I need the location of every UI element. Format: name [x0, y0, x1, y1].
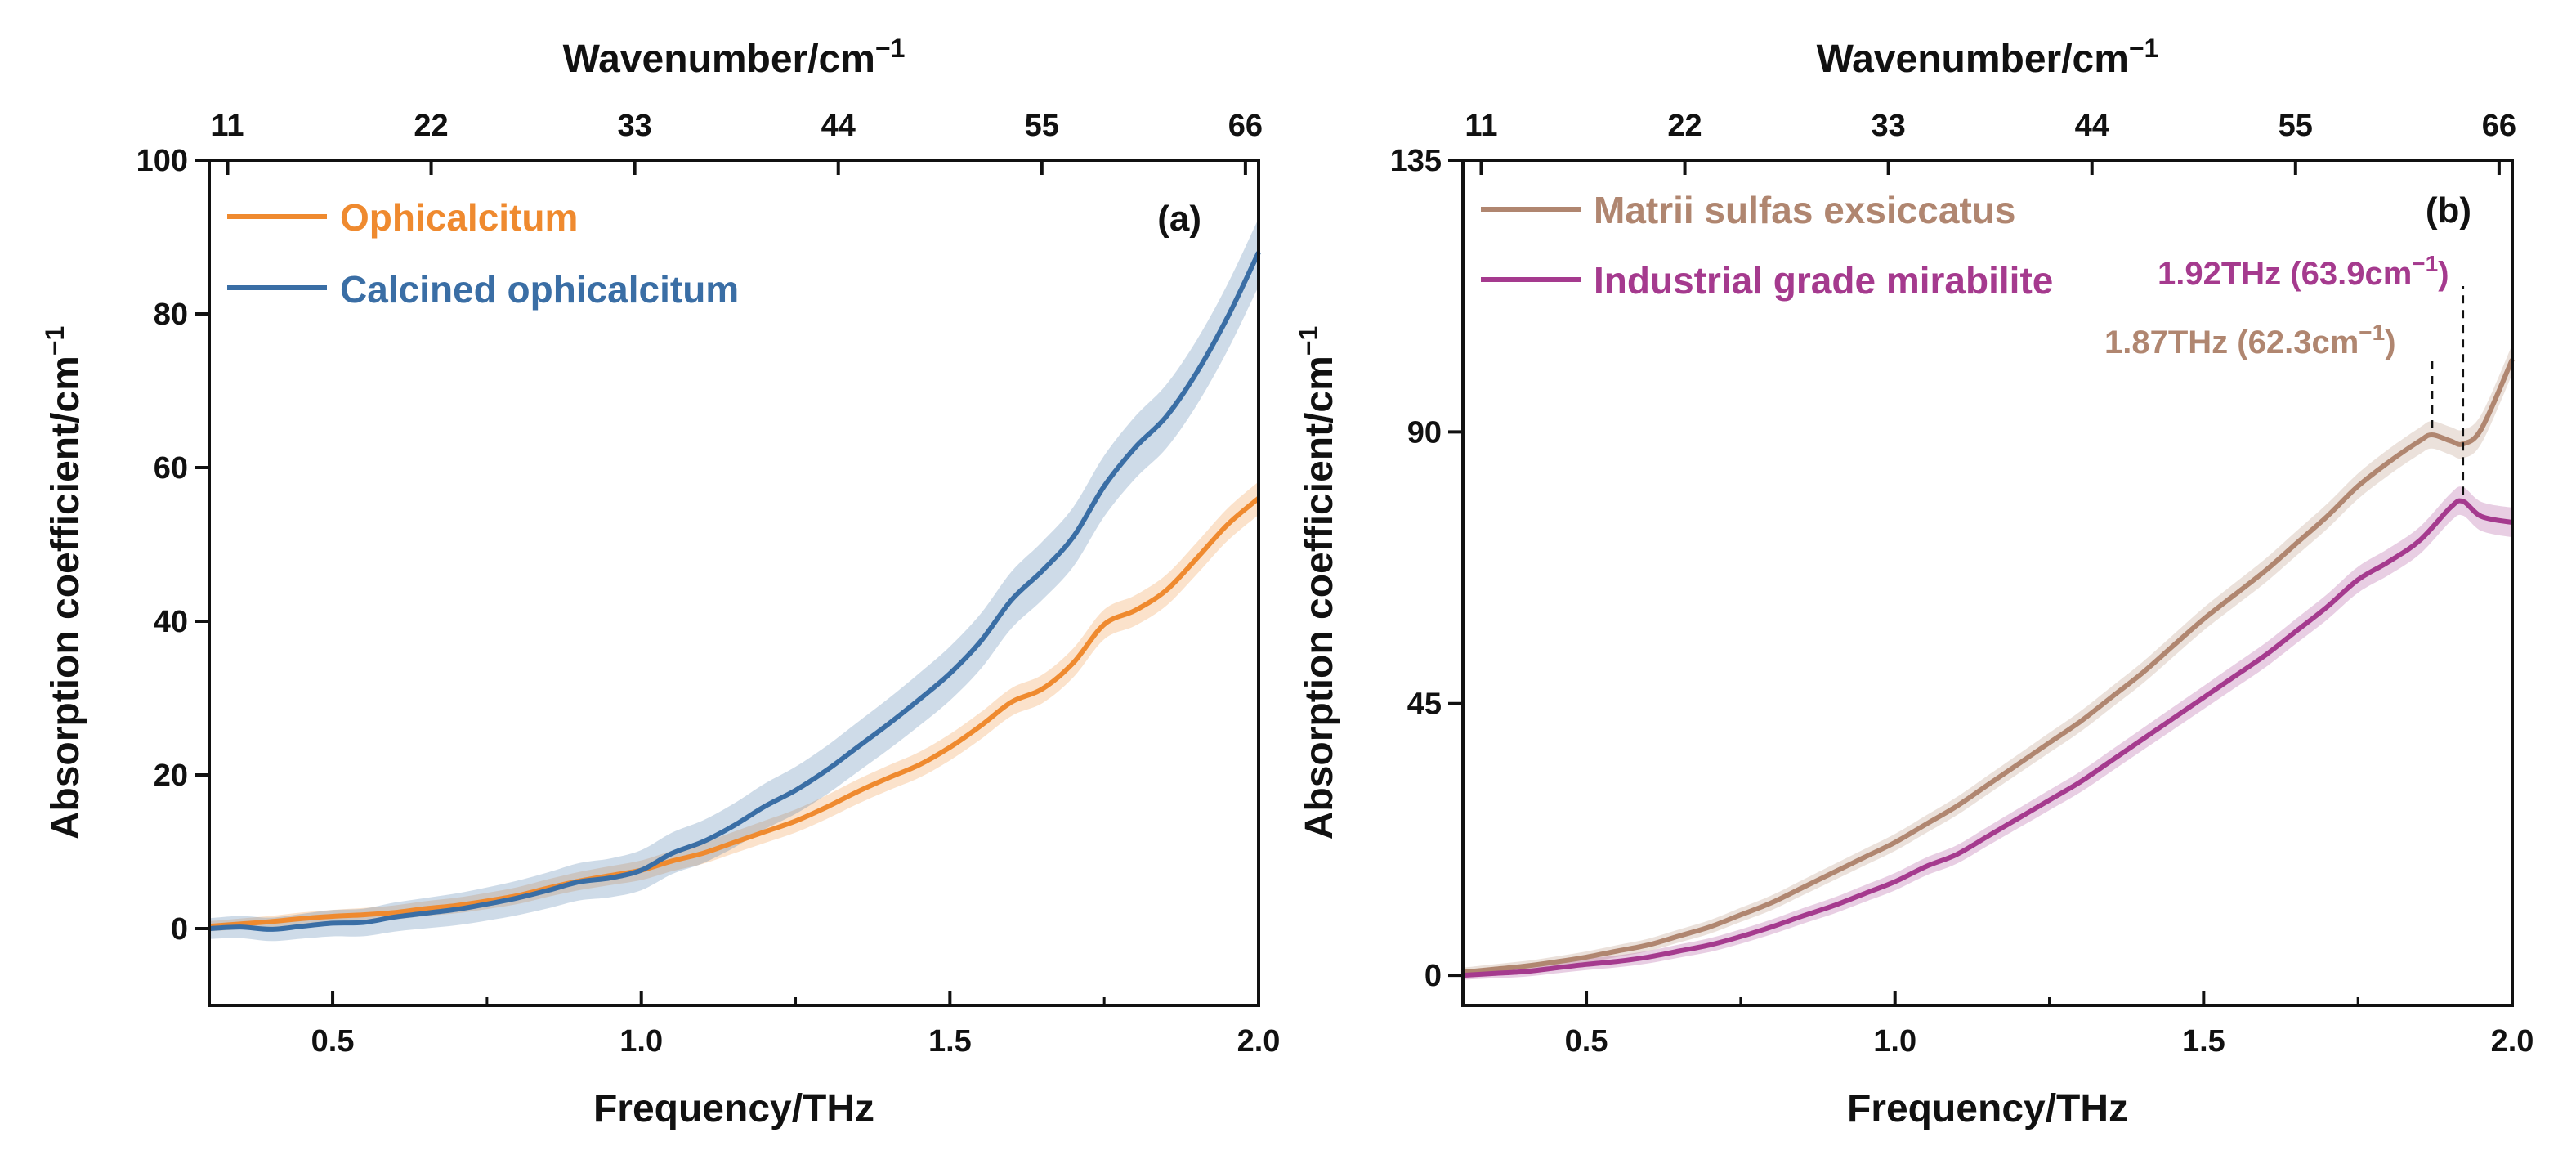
panel-b-legend: Matrii sulfas exsiccatus Industrial grad… — [1481, 189, 2053, 302]
ytick-label-2: 40 — [154, 605, 188, 639]
panel-b-xlabel: Frequency/THz — [1847, 1087, 2128, 1130]
panel-a-label: (a) — [1157, 199, 1201, 239]
panel-b-ylabel: Absorption coefficient/cm−1 — [1294, 326, 1341, 840]
ytick-label-0: 0 — [171, 912, 188, 947]
xtick-label-0: 0.5 — [311, 1024, 355, 1059]
band-ophicalcitum — [209, 481, 1259, 932]
series-line-industrial — [1462, 498, 2513, 978]
top-tick-label-4: 55 — [1025, 109, 1059, 143]
ytick-label-3: 60 — [154, 451, 188, 486]
top-tick-label-2: 33 — [1872, 109, 1906, 143]
panel-b: 0.5 1.0 1.5 2.0 0 45 90 135 11 22 33 44 55 66 Wavenum… — [1294, 34, 2534, 1130]
panel-a: 0.5 1.0 1.5 2.0 0 20 40 60 80 100 11 22 33 44 55 66 Wav… — [40, 34, 1280, 1130]
xtick-label-0: 0.5 — [1565, 1024, 1608, 1059]
panel-a-ylabel: Absorption coefficient/cm−1 — [40, 326, 87, 840]
ytick-label-1: 20 — [154, 759, 188, 793]
panel-a-lines — [208, 251, 1261, 932]
panel-a-xlabel: Frequency/THz — [593, 1087, 874, 1130]
band-matrii — [1463, 344, 2512, 977]
xtick-label-2: 1.5 — [2182, 1024, 2225, 1059]
xtick-label-2: 1.5 — [928, 1024, 972, 1059]
xtick-label-3: 2.0 — [2491, 1024, 2534, 1059]
band-industrial — [1463, 486, 2512, 980]
top-tick-label-5: 66 — [1228, 109, 1263, 143]
top-tick-label-0: 11 — [211, 109, 244, 143]
ytick-label-1: 45 — [1407, 687, 1442, 722]
panel-b-top-xlabel: Wavenumber/cm−1 — [1817, 34, 2159, 81]
top-tick-label-2: 33 — [618, 109, 652, 143]
panel-b-bands — [1463, 344, 2512, 980]
panel-a-ticks: 0.5 1.0 1.5 2.0 0 20 40 60 80 100 11 22 33 44 55 66 — [136, 109, 1281, 1059]
annotation-1-92thz: 1.92THz (63.9cm−1) — [2158, 251, 2449, 292]
panel-b-lines — [1462, 358, 2515, 978]
panel-b-label: (b) — [2426, 190, 2471, 231]
band-calcined — [209, 218, 1259, 942]
panel-a-bands — [209, 218, 1259, 942]
panel-b-annotation-lines — [2431, 286, 2465, 495]
panel-b-plot-frame — [1461, 159, 2514, 1007]
top-tick-label-1: 22 — [414, 109, 448, 143]
top-tick-label-0: 11 — [1465, 109, 1497, 143]
xtick-label-3: 2.0 — [1237, 1024, 1281, 1059]
xtick-label-1: 1.0 — [1873, 1024, 1916, 1059]
top-tick-label-3: 44 — [821, 109, 856, 143]
series-line-calcined — [208, 251, 1261, 932]
legend-label-industrial: Industrial grade mirabilite — [1594, 259, 2053, 302]
ytick-label-3: 135 — [1390, 144, 1442, 178]
series-line-matrii — [1462, 358, 2515, 975]
ytick-label-4: 80 — [154, 298, 188, 332]
top-tick-label-4: 55 — [2279, 109, 2313, 143]
top-tick-label-1: 22 — [1667, 109, 1702, 143]
series-line-ophicalcitum — [208, 496, 1260, 929]
panel-b-ticks: 0.5 1.0 1.5 2.0 0 45 90 135 11 22 33 44 55 66 — [1390, 109, 2534, 1059]
top-tick-label-5: 66 — [2482, 109, 2516, 143]
annotation-1-87thz: 1.87THz (62.3cm−1) — [2104, 320, 2396, 360]
ytick-label-2: 90 — [1407, 415, 1442, 450]
legend-label-calcined: Calcined ophicalcitum — [340, 268, 739, 311]
panel-a-plot-frame — [208, 159, 1260, 1007]
panel-a-top-xlabel: Wavenumber/cm−1 — [563, 34, 906, 81]
top-tick-label-3: 44 — [2075, 109, 2109, 143]
legend-label-ophicalcitum: Ophicalcitum — [340, 196, 578, 239]
panel-a-legend: Ophicalcitum Calcined ophicalcitum — [227, 196, 739, 311]
xtick-label-1: 1.0 — [619, 1024, 663, 1059]
legend-label-matrii: Matrii sulfas exsiccatus — [1594, 189, 2015, 231]
ytick-label-5: 100 — [136, 144, 188, 178]
ytick-label-0: 0 — [1424, 959, 1442, 993]
